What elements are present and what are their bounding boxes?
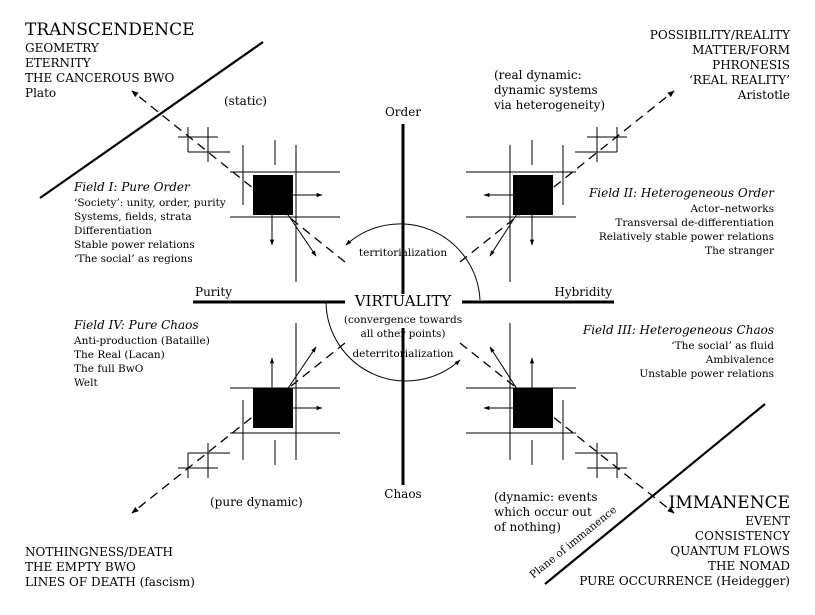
purity-label: Purity — [195, 285, 232, 299]
list-item: Aristotle — [737, 88, 790, 102]
diagonal-top-left — [131, 90, 346, 263]
virtuality-title: VIRTUALITY — [354, 292, 452, 310]
list-item: Transversal de-differentiation — [615, 217, 774, 229]
list-item: LINES OF DEATH (fascism) — [25, 575, 195, 589]
transcendence-list: GEOMETRY ETERNITY THE CANCEROUS BWO Plat… — [25, 41, 174, 101]
list-item: Unstable power relations — [639, 368, 774, 380]
nothingness-list: NOTHINGNESS/DEATH THE EMPTY BWO LINES OF… — [25, 545, 195, 590]
list-item: EVENT — [745, 514, 790, 528]
deterritorialization-arc — [325, 301, 461, 382]
field-4-square — [253, 388, 293, 428]
list-item: The stranger — [705, 245, 774, 257]
list-item: Relatively stable power relations — [598, 231, 774, 243]
list-item: Plato — [25, 86, 57, 100]
transcendence-heading: TRANSCENDENCE — [25, 20, 195, 40]
list-item: THE CANCEROUS BWO — [25, 71, 175, 85]
immanence-list: EVENT CONSISTENCY QUANTUM FLOWS THE NOMA… — [579, 514, 790, 589]
list-item: Stable power relations — [74, 239, 195, 251]
list-item: ‘Society’: unity, order, purity — [74, 197, 226, 209]
field-2-title: Field II: Heterogeneous Order — [588, 186, 774, 200]
possibility-list: POSSIBILITY/REALITY MATTER/FORM PHRONESI… — [650, 28, 790, 103]
list-item: PHRONESIS — [712, 58, 790, 72]
territorialization-arc — [345, 223, 481, 301]
field-3-square — [513, 388, 553, 428]
list-item: MATTER/FORM — [692, 43, 790, 57]
list-item: ‘The social’ as fluid — [671, 340, 774, 352]
field-4-title: Field IV: Pure Chaos — [74, 318, 199, 332]
order-label: Order — [384, 105, 422, 119]
list-item: Ambivalence — [705, 354, 774, 366]
diagonal-top-right — [459, 90, 675, 263]
field-3-list: ‘The social’ as fluid Ambivalence Unstab… — [639, 339, 774, 381]
field-1-list: ‘Society’: unity, order, purity Systems,… — [74, 196, 226, 266]
static-label: (static) — [224, 94, 267, 108]
list-item: ‘REAL REALITY’ — [689, 73, 790, 87]
field-2-square — [513, 175, 553, 215]
list-item: Differentiation — [74, 225, 152, 237]
list-item: THE EMPTY BWO — [25, 560, 136, 574]
list-item: Systems, fields, strata — [74, 211, 192, 223]
list-item: The full BwO — [74, 363, 144, 375]
field-4-list: Anti-production (Bataille) The Real (Lac… — [74, 334, 210, 390]
field-1-title: Field I: Pure Order — [74, 180, 190, 194]
field-2-grid — [466, 127, 627, 282]
hybridity-label: Hybridity — [554, 285, 612, 299]
real-dynamic-label: (real dynamic: dynamic systems via heter… — [494, 68, 606, 112]
immanence-heading: IMMANENCE — [668, 493, 790, 513]
plane-of-immanence-line — [544, 403, 766, 585]
dynamic-events-label: (dynamic: events which occur out of noth… — [494, 490, 598, 534]
list-item: CONSISTENCY — [694, 529, 790, 543]
diagonal-bottom-left — [131, 342, 346, 514]
list-item: QUANTUM FLOWS — [670, 544, 790, 558]
field-1-square — [253, 175, 293, 215]
list-item: ETERNITY — [25, 56, 91, 70]
list-item: THE NOMAD — [708, 559, 790, 573]
virtuality-subtitle: (convergence towards all other points) — [343, 314, 463, 340]
list-item: POSSIBILITY/REALITY — [649, 28, 790, 42]
deterritorialization-label: deterritorialization — [352, 348, 454, 360]
list-item: NOTHINGNESS/DEATH — [25, 545, 174, 559]
transcendence-line — [39, 41, 264, 199]
list-item: Anti-production (Bataille) — [74, 335, 210, 347]
field-3-title: Field III: Heterogeneous Chaos — [582, 323, 774, 337]
list-item: The Real (Lacan) — [74, 349, 165, 361]
chaos-label: Chaos — [384, 487, 422, 501]
list-item: ‘The social’ as regions — [74, 253, 193, 265]
list-item: GEOMETRY — [25, 41, 99, 55]
list-item: Welt — [74, 377, 98, 389]
territorialization-label: territorialization — [358, 247, 448, 259]
list-item: Actor–networks — [690, 203, 774, 215]
diagonal-bottom-right — [459, 342, 675, 514]
field-1-grid — [178, 127, 340, 282]
field-2-list: Actor–networks Transversal de-differenti… — [599, 202, 774, 258]
list-item: PURE OCCURRENCE (Heidegger) — [579, 574, 790, 588]
pure-dynamic-label: (pure dynamic) — [210, 495, 303, 509]
